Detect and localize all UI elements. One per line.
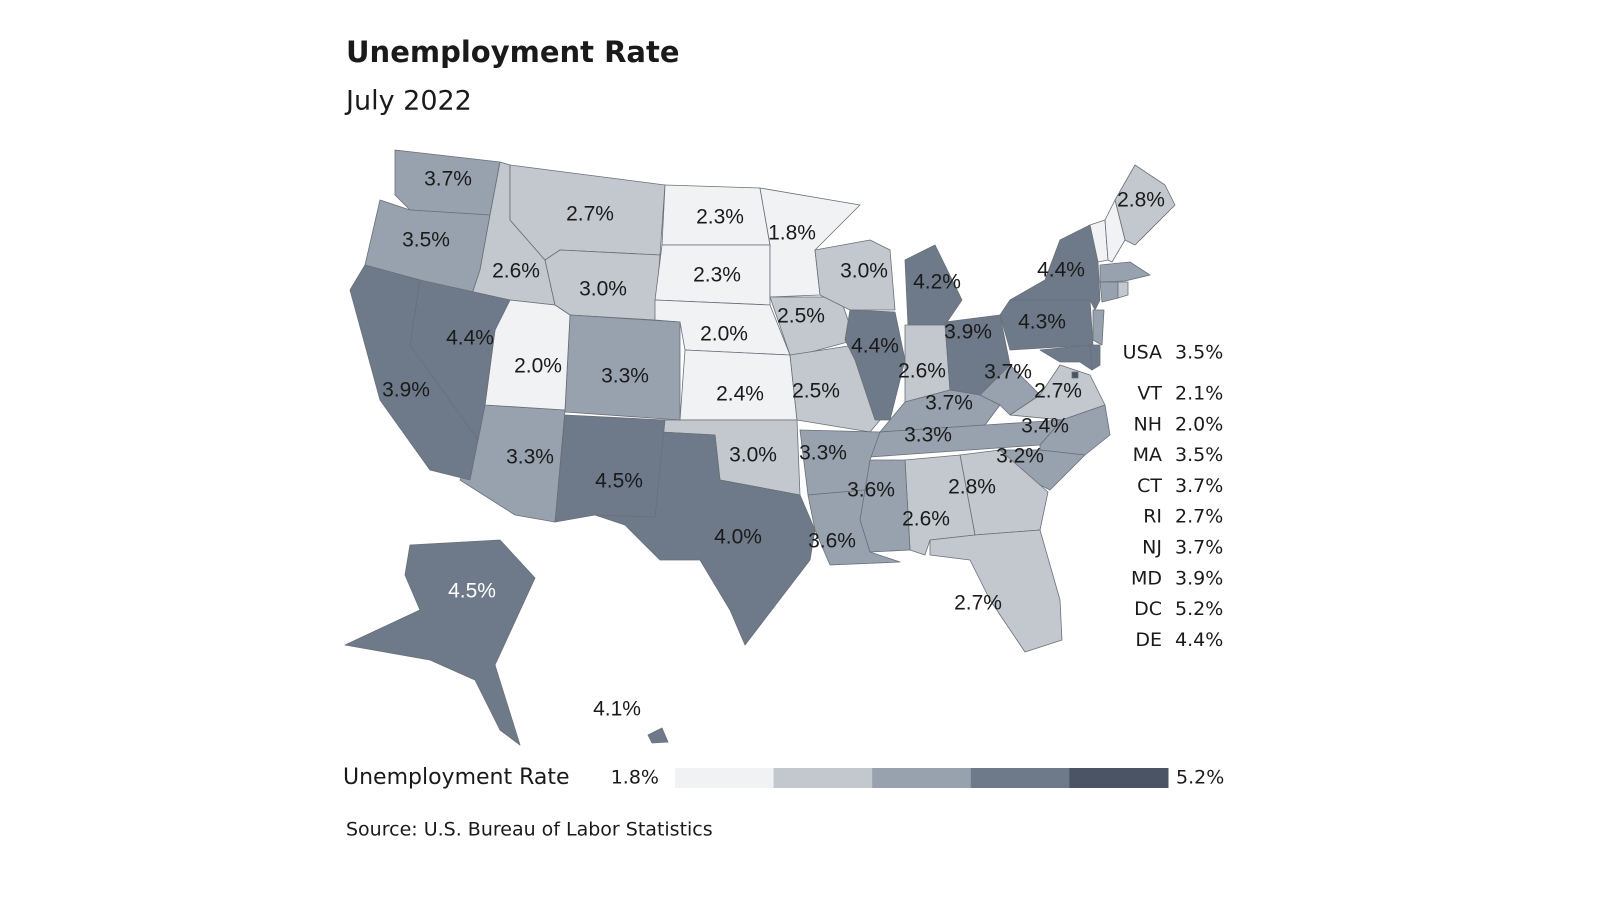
legend-swatch [1069, 768, 1169, 788]
side-list-label: NJ [1142, 537, 1162, 559]
legend-min-label: 1.8% [611, 767, 659, 789]
state-value-label: 4.4% [446, 327, 494, 350]
state-region [844, 309, 906, 421]
state-value-label: 2.8% [948, 476, 996, 499]
map-subtitle: July 2022 [344, 86, 472, 117]
state-value-label: 2.4% [716, 383, 764, 406]
side-list-value: 3.9% [1175, 567, 1223, 589]
state-value-label: 2.3% [696, 206, 744, 229]
state-region [1117, 281, 1129, 299]
state-region [344, 539, 536, 746]
state-value-label: 2.6% [898, 360, 946, 383]
state-value-label: 3.6% [808, 530, 856, 553]
state-value-label: 1.8% [768, 222, 816, 245]
side-list-label: USA [1123, 342, 1162, 364]
side-list-label: MA [1133, 444, 1162, 466]
side-list-label: RI [1143, 506, 1162, 528]
state-value-label: 2.6% [902, 508, 950, 531]
side-list-label: DC [1134, 598, 1162, 620]
side-list-value: 2.0% [1175, 413, 1223, 435]
legend-swatch [773, 768, 873, 788]
state-value-label: 4.2% [913, 271, 961, 294]
state-value-label: 4.4% [851, 335, 899, 358]
side-list-value: 3.5% [1175, 342, 1223, 364]
state-region [1092, 309, 1105, 346]
state-region [349, 264, 479, 481]
state-value-label: 2.3% [693, 264, 741, 287]
side-list-value: 3.7% [1175, 537, 1223, 559]
state-value-label: 3.0% [840, 260, 888, 283]
state-value-label: 2.7% [954, 592, 1002, 615]
state-region [554, 414, 666, 523]
legend-swatch [872, 768, 972, 788]
state-region [1099, 281, 1119, 303]
legend-title: Unemployment Rate [343, 765, 570, 790]
state-value-label: 2.0% [514, 355, 562, 378]
state-region [807, 489, 901, 566]
state-value-label: 4.5% [448, 580, 496, 603]
side-list-label: CT [1137, 475, 1162, 497]
legend-max-label: 5.2% [1176, 767, 1224, 789]
side-list-label: DE [1135, 629, 1162, 651]
side-list-value: 3.5% [1175, 444, 1223, 466]
state-value-label: 2.7% [1034, 380, 1082, 403]
state-value-label: 3.6% [847, 479, 895, 502]
state-region [1089, 344, 1101, 371]
map-title: Unemployment Rate [346, 35, 680, 69]
map [344, 149, 1176, 746]
state-value-label: 2.0% [700, 323, 748, 346]
side-list-value: 5.2% [1175, 598, 1223, 620]
state-value-label: 4.3% [1018, 311, 1066, 334]
state-region [904, 244, 963, 326]
state-value-label: 4.0% [714, 526, 762, 549]
state-region [814, 239, 896, 311]
state-value-label: 3.9% [944, 321, 992, 344]
state-value-label: 3.7% [424, 168, 472, 191]
state-value-label: 2.8% [1117, 189, 1165, 212]
state-region [1104, 199, 1126, 263]
state-region [929, 529, 1063, 653]
state-value-label: 3.3% [601, 365, 649, 388]
state-value-label: 3.0% [579, 278, 627, 301]
legend-swatch [970, 768, 1070, 788]
state-value-label: 4.5% [595, 470, 643, 493]
state-region [1071, 371, 1079, 379]
state-value-label: 3.7% [925, 392, 973, 415]
side-list-value: 2.7% [1175, 506, 1223, 528]
state-value-label: 3.3% [799, 442, 847, 465]
state-value-label: 3.0% [729, 444, 777, 467]
state-value-label: 3.9% [382, 379, 430, 402]
side-list-label: NH [1134, 413, 1163, 435]
state-region [1039, 344, 1093, 371]
state-value-label: 4.1% [593, 698, 641, 721]
state-value-label: 3.3% [904, 424, 952, 447]
state-region [799, 429, 881, 496]
state-value-label: 3.7% [984, 361, 1032, 384]
source-note: Source: U.S. Bureau of Labor Statistics [346, 819, 713, 841]
state-value-label: 3.2% [996, 445, 1044, 468]
state-value-label: 2.5% [777, 305, 825, 328]
side-list-value: 2.1% [1175, 383, 1223, 405]
state-value-label: 4.4% [1037, 259, 1085, 282]
side-list-value: 4.4% [1175, 629, 1223, 651]
state-value-label: 2.7% [566, 203, 614, 226]
side-list-label: MD [1131, 567, 1162, 589]
side-list-value: 3.7% [1175, 475, 1223, 497]
state-value-label: 3.5% [402, 229, 450, 252]
state-region [1099, 261, 1151, 283]
state-value-label: 2.6% [492, 260, 540, 283]
state-region [647, 727, 669, 744]
state-value-label: 3.4% [1021, 415, 1069, 438]
state-region [594, 431, 816, 646]
state-value-label: 2.5% [792, 380, 840, 403]
map-labels: 3.7% 3.5% 2.6% 2.7% 3.0% 2.3% 2.3% 2.0% 2.4% 1.8%… [382, 168, 1165, 721]
state-region [999, 299, 1094, 351]
legend-swatch [675, 768, 775, 788]
side-list-label: VT [1137, 383, 1162, 405]
state-value-label: 3.3% [506, 446, 554, 469]
